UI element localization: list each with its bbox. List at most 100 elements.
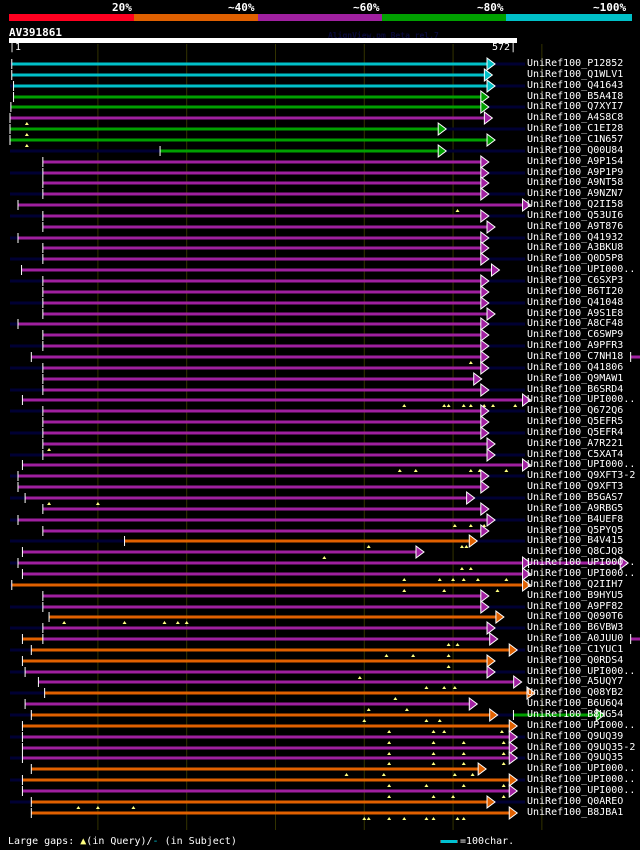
hit-label[interactable]: UniRef100_Q8CJQ8 — [527, 546, 624, 557]
hit-label[interactable]: UniRef100_Q9UQ35-2 — [527, 742, 636, 753]
hit-label[interactable]: UniRef100_Q5PYQ5 — [527, 525, 624, 536]
hit-label[interactable]: UniRef100_Q9MAW1 — [527, 373, 624, 384]
hit-label[interactable]: UniRef100_UPI000.. — [527, 264, 636, 275]
query-gap-marker — [95, 806, 100, 809]
hit-label[interactable]: UniRef100_C5XAT4 — [527, 449, 624, 460]
hit-label[interactable]: UniRef100_A9P1S4 — [527, 156, 624, 167]
hit-label[interactable]: UniRef100_B8HG54 — [527, 709, 624, 720]
hit-label[interactable]: UniRef100_Q2IIH7 — [527, 579, 624, 590]
hit-label[interactable]: UniRef100_C7NH18 — [527, 351, 624, 362]
hit-label[interactable]: UniRef100_Q0D5P8 — [527, 253, 624, 264]
subject-gap-icon: - — [152, 836, 159, 847]
hit-label[interactable]: UniRef100_A9PF82 — [527, 601, 624, 612]
hit-label[interactable]: UniRef100_A8CF48 — [527, 318, 624, 329]
segment-end-arrow — [480, 176, 490, 190]
hit-label[interactable]: UniRef100_A5UQY7 — [527, 676, 624, 687]
segment-end-arrow — [508, 741, 519, 755]
query-gap-marker — [366, 545, 371, 548]
query-bar — [9, 38, 517, 43]
hit-label[interactable]: UniRef100_B9HYU5 — [527, 590, 624, 601]
hit-label[interactable]: UniRef100_B4UEF8 — [527, 514, 624, 525]
hit-label[interactable]: UniRef100_Q672Q6 — [527, 405, 624, 416]
query-gap-marker — [442, 730, 447, 733]
hit-label[interactable]: UniRef100_Q5EFR4 — [527, 427, 624, 438]
segment-end-arrow — [480, 166, 490, 180]
query-gap-marker — [461, 762, 466, 765]
segment-end-arrow — [473, 372, 483, 386]
scale-label-100: ~100% — [593, 1, 627, 14]
hit-label[interactable]: UniRef100_A9NT58 — [527, 177, 624, 188]
hit-label[interactable]: UniRef100_Q9UQ35 — [527, 752, 624, 763]
segment-end-arrow — [480, 100, 490, 114]
hit-label[interactable]: UniRef100_Q0RDS4 — [527, 655, 624, 666]
segment-end-arrow — [480, 317, 490, 331]
hit-label[interactable]: UniRef100_Q090T6 — [527, 611, 624, 622]
hit-label[interactable]: UniRef100_Q08YB2 — [527, 687, 624, 698]
hit-label[interactable]: UniRef100_Q41932 — [527, 232, 624, 243]
segment-end-arrow — [489, 708, 499, 722]
hit-label[interactable]: UniRef100_A0JUU0 — [527, 633, 624, 644]
query-gap-marker — [366, 708, 371, 711]
hit-label[interactable]: UniRef100_Q7XYI7 — [527, 101, 624, 112]
hit-label[interactable]: UniRef100_B4V415 — [527, 535, 624, 546]
hit-label[interactable]: UniRef100_B6U6Q4 — [527, 698, 624, 709]
segment-end-arrow — [480, 469, 490, 483]
hit-label[interactable]: UniRef100_Q0AREO — [527, 796, 624, 807]
hit-label[interactable]: UniRef100_A9P1P9 — [527, 167, 624, 178]
hit-label[interactable]: UniRef100_C6SWP9 — [527, 329, 624, 340]
hit-label[interactable]: UniRef100_Q41048 — [527, 297, 624, 308]
hit-label[interactable]: UniRef100_A9S1E8 — [527, 308, 624, 319]
hit-label[interactable]: UniRef100_B6VBW3 — [527, 622, 624, 633]
legend-in-subject: (in Subject) — [164, 836, 237, 847]
hit-label[interactable]: UniRef100_UPI000.. — [527, 763, 636, 774]
hit-label[interactable]: UniRef100_Q00U84 — [527, 145, 624, 156]
segment-end-arrow — [480, 231, 490, 245]
hit-label[interactable]: UniRef100_B5GAS7 — [527, 492, 624, 503]
hit-label[interactable]: UniRef100_C6SXP3 — [527, 275, 624, 286]
segment-end-arrow — [437, 144, 448, 158]
hit-label[interactable]: UniRef100_Q53UI6 — [527, 210, 624, 221]
hit-label[interactable]: UniRef100_P12852 — [527, 58, 624, 69]
hit-label[interactable]: UniRef100_A9RBG5 — [527, 503, 624, 514]
hit-label[interactable]: UniRef100_B8JBA1 — [527, 807, 624, 818]
hit-label[interactable]: UniRef100_UPI000.. — [527, 557, 636, 568]
segment-end-arrow — [595, 708, 606, 722]
hit-label[interactable]: UniRef100_A9PFR3 — [527, 340, 624, 351]
query-gap-marker — [387, 741, 392, 744]
segment-end-arrow — [483, 68, 494, 82]
query-gap-marker — [461, 404, 466, 407]
query-gap-marker — [501, 795, 506, 798]
hit-label[interactable]: UniRef100_A3BKU8 — [527, 242, 624, 253]
hit-label[interactable]: UniRef100_UPI000.. — [527, 774, 636, 785]
hit-label[interactable]: UniRef100_UPI000.. — [527, 666, 636, 677]
hit-label[interactable]: UniRef100_Q41643 — [527, 80, 624, 91]
hit-label[interactable]: UniRef100_Q9UQ39 — [527, 731, 624, 742]
hit-label[interactable]: UniRef100_Q9XFT3 — [527, 481, 624, 492]
segment-end-arrow — [480, 480, 490, 494]
hit-label[interactable]: UniRef100_C1YUC1 — [527, 644, 624, 655]
hit-label[interactable]: UniRef100_B5A4I8 — [527, 91, 624, 102]
hit-label[interactable]: UniRef100_UPI000.. — [527, 720, 636, 731]
hit-label[interactable]: UniRef100_C1N657 — [527, 134, 624, 145]
hit-label[interactable]: UniRef100_Q1WLV1 — [527, 69, 624, 80]
hit-label[interactable]: UniRef100_Q2II58 — [527, 199, 624, 210]
segment-end-arrow — [415, 545, 425, 559]
hit-label[interactable]: UniRef100_Q9XFT3-2 — [527, 470, 636, 481]
hit-label[interactable]: UniRef100_Q41806 — [527, 362, 624, 373]
hit-label[interactable]: UniRef100_UPI000.. — [527, 785, 636, 796]
hit-label[interactable]: UniRef100_A9NZN7 — [527, 188, 624, 199]
hit-label[interactable]: UniRef100_Q5EFR5 — [527, 416, 624, 427]
hit-label[interactable]: UniRef100_B6SRD4 — [527, 384, 624, 395]
hit-label[interactable]: UniRef100_A4S8C8 — [527, 112, 624, 123]
hit-label[interactable]: UniRef100_B6TI20 — [527, 286, 624, 297]
query-gap-marker — [455, 817, 460, 820]
query-gap-marker — [455, 643, 460, 646]
hit-label[interactable]: UniRef100_C1EI28 — [527, 123, 624, 134]
query-gap-marker — [468, 524, 473, 527]
hit-label[interactable]: UniRef100_A9T876 — [527, 221, 624, 232]
hit-label[interactable]: UniRef100_UPI000.. — [527, 394, 636, 405]
hit-label[interactable]: UniRef100_UPI000.. — [527, 459, 636, 470]
hit-label[interactable]: UniRef100_UPI000.. — [527, 568, 636, 579]
hit-label[interactable]: UniRef100_A7R221 — [527, 438, 624, 449]
query-gap-marker — [362, 817, 367, 820]
